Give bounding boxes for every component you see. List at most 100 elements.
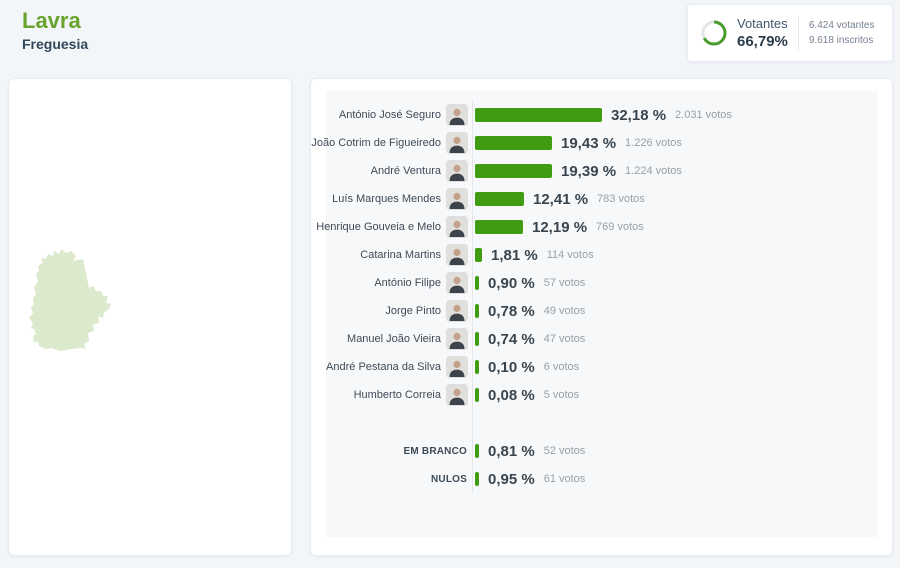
rows-gap — [326, 409, 878, 437]
result-bar — [475, 360, 479, 374]
candidate-row: Luís Marques Mendes 12,41 % 783 votos — [326, 185, 878, 213]
candidate-row: João Cotrim de Figueiredo 19,43 % 1.226 … — [311, 129, 878, 157]
page-title: Lavra — [22, 8, 81, 33]
row-left-section: Luís Marques Mendes — [326, 189, 472, 209]
result-votes: 1.226 votos — [625, 137, 682, 149]
row-bar-area: 19,43 % 1.226 votos — [472, 135, 878, 152]
candidate-name: André Pestana da Silva — [326, 361, 441, 373]
result-votes: 5 votos — [543, 389, 580, 401]
turnout-donut-icon — [701, 20, 727, 46]
candidate-photo — [447, 301, 467, 321]
results-rows: António José Seguro 32,18 % 2.031 votos … — [311, 91, 878, 493]
result-votes: 6 votos — [543, 361, 580, 373]
result-bar — [475, 276, 479, 290]
result-votes: 783 votos — [597, 193, 645, 205]
result-votes: 114 votos — [546, 249, 594, 261]
candidate-photo — [447, 217, 467, 237]
result-bar — [475, 192, 524, 206]
page-subtitle: Freguesia — [22, 36, 89, 53]
candidate-row: Henrique Gouveia e Melo 12,19 % 769 voto… — [316, 213, 878, 241]
candidate-photo — [447, 245, 467, 265]
candidate-photo — [447, 105, 467, 125]
result-percent: 19,43 % — [561, 134, 617, 152]
candidate-photo — [447, 385, 467, 405]
candidate-photo — [447, 329, 467, 349]
result-bar — [475, 304, 479, 318]
candidate-photo — [447, 357, 467, 377]
result-percent: 32,18 % — [611, 106, 667, 124]
candidate-name: João Cotrim de Figueiredo — [311, 137, 441, 149]
candidate-name: Jorge Pinto — [385, 305, 441, 317]
result-bar — [475, 332, 479, 346]
person-icon — [447, 133, 467, 153]
person-icon — [447, 329, 467, 349]
candidate-photo — [447, 133, 467, 153]
turnout-percent: 66,79% — [737, 32, 788, 50]
results-chart: António José Seguro 32,18 % 2.031 votos … — [311, 91, 878, 537]
row-bar-area: 0,90 % 57 votos — [472, 275, 878, 292]
result-votes: 769 votos — [596, 221, 644, 233]
results-panel: António José Seguro 32,18 % 2.031 votos … — [310, 78, 893, 556]
person-icon — [447, 105, 467, 125]
candidate-name: Luís Marques Mendes — [332, 193, 441, 205]
person-icon — [447, 217, 467, 237]
turnout-divider — [797, 16, 799, 50]
person-icon — [447, 245, 467, 265]
candidate-row: André Pestana da Silva 0,10 % 6 votos — [326, 353, 878, 381]
candidate-name: António Filipe — [374, 277, 441, 289]
result-percent: 0,10 % — [488, 358, 535, 376]
candidate-photo — [447, 161, 467, 181]
row-bar-area: 0,95 % 61 votos — [472, 471, 878, 488]
row-left-section: Manuel João Vieira — [326, 329, 472, 349]
result-percent: 0,74 % — [488, 330, 535, 348]
chart-axis-line — [472, 101, 473, 493]
candidate-name: António José Seguro — [338, 109, 441, 121]
candidate-row: Humberto Correia 0,08 % 5 votos — [326, 381, 878, 409]
turnout-main: Votantes 66,79% — [737, 16, 788, 49]
result-percent: 12,41 % — [533, 190, 589, 208]
candidate-row: António José Seguro 32,18 % 2.031 votos — [326, 101, 878, 129]
row-bar-area: 0,74 % 47 votos — [472, 331, 878, 348]
turnout-details: 6.424 votantes 9.618 inscritos — [809, 18, 875, 49]
row-left-section: Humberto Correia — [326, 385, 472, 405]
candidate-row: Manuel João Vieira 0,74 % 47 votos — [326, 325, 878, 353]
person-icon — [447, 301, 467, 321]
row-left-section: Catarina Martins — [326, 245, 472, 265]
result-votes: 1.224 votos — [625, 165, 682, 177]
row-bar-area: 0,78 % 49 votos — [472, 303, 878, 320]
row-left-section: João Cotrim de Figueiredo — [311, 133, 472, 153]
candidate-photo — [447, 189, 467, 209]
candidate-name: Manuel João Vieira — [347, 333, 441, 345]
candidate-name: Henrique Gouveia e Melo — [316, 221, 441, 233]
candidate-row: Catarina Martins 1,81 % 114 votos — [326, 241, 878, 269]
result-votes: 49 votos — [543, 305, 586, 317]
row-bar-area: 0,81 % 52 votos — [472, 443, 878, 460]
row-bar-area: 1,81 % 114 votos — [472, 247, 878, 264]
result-votes: 52 votos — [543, 445, 586, 457]
row-left-section: EM BRANCO — [326, 446, 472, 457]
result-percent: 19,39 % — [561, 162, 617, 180]
row-bar-area: 12,41 % 783 votos — [472, 191, 878, 208]
result-votes: 61 votos — [543, 473, 586, 485]
result-bar — [475, 388, 479, 402]
result-percent: 0,95 % — [488, 470, 535, 488]
candidate-photo — [447, 273, 467, 293]
row-bar-area: 12,19 % 769 votos — [472, 219, 878, 236]
turnout-registered-count: 9.618 inscritos — [808, 35, 874, 46]
row-left-section: Jorge Pinto — [326, 301, 472, 321]
result-percent: 0,78 % — [488, 302, 535, 320]
page-header: Lavra Freguesia — [22, 8, 88, 52]
row-left-section: António Filipe — [326, 273, 472, 293]
parish-map[interactable] — [21, 231, 171, 381]
row-bar-area: 0,10 % 6 votos — [472, 359, 878, 376]
row-left-section: Henrique Gouveia e Melo — [316, 217, 472, 237]
result-bar — [475, 248, 482, 262]
row-left-section: NULOS — [326, 474, 472, 485]
result-bar — [475, 164, 552, 178]
candidate-row: EM BRANCO 0,81 % 52 votos — [326, 437, 878, 465]
result-percent: 0,08 % — [488, 386, 535, 404]
result-bar — [475, 220, 523, 234]
row-bar-area: 32,18 % 2.031 votos — [472, 107, 878, 124]
result-percent: 0,90 % — [488, 274, 535, 292]
